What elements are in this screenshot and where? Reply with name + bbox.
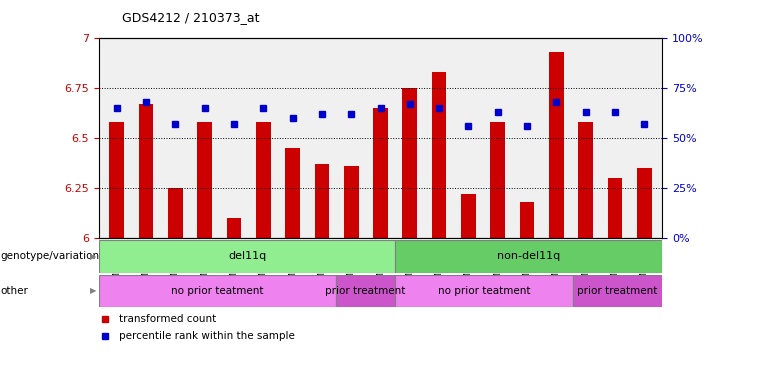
Bar: [395, 240, 662, 273]
Text: other: other: [1, 286, 29, 296]
Bar: [549, 52, 564, 238]
Bar: [395, 275, 573, 307]
Bar: [578, 122, 593, 238]
Bar: [520, 202, 534, 238]
Text: del11q: del11q: [228, 251, 266, 262]
Bar: [461, 194, 476, 238]
Text: non-del11q: non-del11q: [497, 251, 560, 262]
Bar: [99, 275, 336, 307]
Bar: [314, 164, 330, 238]
Bar: [168, 188, 183, 238]
Bar: [573, 275, 662, 307]
Text: transformed count: transformed count: [119, 314, 216, 324]
Text: prior treatment: prior treatment: [578, 286, 658, 296]
Bar: [139, 104, 153, 238]
Bar: [227, 218, 241, 238]
Text: percentile rank within the sample: percentile rank within the sample: [119, 331, 295, 341]
Bar: [336, 275, 395, 307]
Text: no prior teatment: no prior teatment: [171, 286, 264, 296]
Bar: [256, 122, 270, 238]
Bar: [344, 166, 358, 238]
Bar: [109, 122, 124, 238]
Bar: [431, 72, 447, 238]
Text: prior treatment: prior treatment: [326, 286, 406, 296]
Bar: [403, 88, 417, 238]
Text: ▶: ▶: [90, 286, 97, 295]
Bar: [608, 178, 622, 238]
Bar: [99, 240, 395, 273]
Bar: [373, 108, 388, 238]
Bar: [197, 122, 212, 238]
Bar: [491, 122, 505, 238]
Text: ▶: ▶: [90, 252, 97, 261]
Text: genotype/variation: genotype/variation: [1, 251, 100, 262]
Text: GDS4212 / 210373_at: GDS4212 / 210373_at: [122, 12, 260, 25]
Text: no prior teatment: no prior teatment: [438, 286, 530, 296]
Bar: [637, 168, 652, 238]
Bar: [285, 148, 300, 238]
